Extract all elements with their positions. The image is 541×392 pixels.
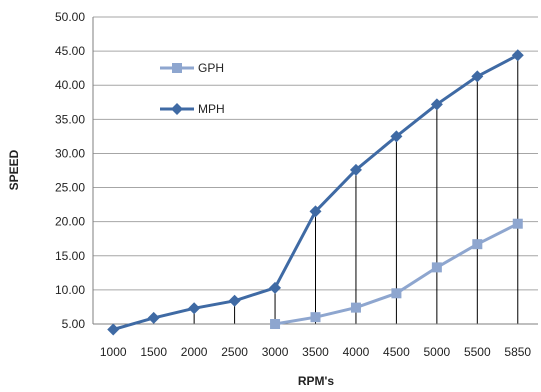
legend: GPH MPH bbox=[160, 61, 225, 116]
data-point-mph bbox=[147, 311, 160, 324]
drop-lines bbox=[112, 55, 519, 330]
data-point-mph bbox=[107, 323, 120, 336]
x-tick-label: 1500 bbox=[140, 345, 167, 359]
y-axis-title: SPEED bbox=[7, 149, 21, 190]
series-layer bbox=[107, 49, 524, 336]
y-tick-label: 5.00 bbox=[62, 317, 86, 331]
legend-label: GPH bbox=[198, 61, 224, 75]
y-tick-label: 45.00 bbox=[55, 44, 85, 58]
data-point-mph bbox=[349, 163, 362, 176]
x-tick-label: 5850 bbox=[504, 345, 531, 359]
data-point-gph bbox=[270, 319, 281, 329]
y-tick-label: 50.00 bbox=[55, 10, 85, 24]
data-point-mph bbox=[511, 49, 524, 62]
y-tick-label: 15.00 bbox=[55, 249, 85, 263]
data-point-mph bbox=[309, 205, 322, 218]
y-tick-label: 30.00 bbox=[55, 146, 85, 160]
data-point-mph bbox=[471, 70, 484, 83]
x-tick-label: 1000 bbox=[100, 345, 127, 359]
data-point-mph bbox=[269, 281, 282, 294]
data-point-mph bbox=[430, 98, 443, 111]
data-point-gph bbox=[350, 302, 361, 313]
data-point-gph bbox=[310, 312, 321, 323]
data-point-gph bbox=[472, 239, 483, 250]
x-tick-label: 2500 bbox=[221, 345, 248, 359]
legend-entry-gph: GPH bbox=[160, 61, 224, 75]
y-tick-label: 10.00 bbox=[55, 283, 85, 297]
y-tick-label: 35.00 bbox=[55, 112, 85, 126]
axes: 5.00 10.00 15.00 20.00 25.00 30.00 35.00 40.00 4… bbox=[55, 10, 538, 359]
legend-entry-mph: MPH bbox=[160, 102, 225, 116]
data-point-mph bbox=[228, 294, 241, 307]
x-axis-title: RPM's bbox=[298, 374, 335, 388]
x-tick-label: 3500 bbox=[302, 345, 329, 359]
y-tick-label: 20.00 bbox=[55, 215, 85, 229]
data-point-mph bbox=[390, 130, 403, 143]
y-tick-label: 25.00 bbox=[55, 181, 85, 195]
x-tick-label: 5000 bbox=[424, 345, 451, 359]
series-gph bbox=[270, 218, 523, 329]
legend-marker-square bbox=[172, 63, 182, 73]
data-point-gph bbox=[431, 262, 442, 273]
series-mph bbox=[107, 49, 524, 336]
legend-marker-diamond bbox=[171, 103, 183, 115]
data-point-gph bbox=[512, 218, 523, 229]
x-tick-label: 4500 bbox=[383, 345, 410, 359]
data-point-mph bbox=[188, 302, 201, 315]
x-tick-label: 3000 bbox=[262, 345, 289, 359]
data-point-gph bbox=[391, 288, 402, 299]
x-tick-label: 2000 bbox=[181, 345, 208, 359]
y-tick-label: 40.00 bbox=[55, 78, 85, 92]
x-tick-label: 4000 bbox=[343, 345, 370, 359]
gridlines bbox=[93, 16, 538, 291]
x-tick-label: 5500 bbox=[464, 345, 491, 359]
legend-label: MPH bbox=[198, 102, 225, 116]
